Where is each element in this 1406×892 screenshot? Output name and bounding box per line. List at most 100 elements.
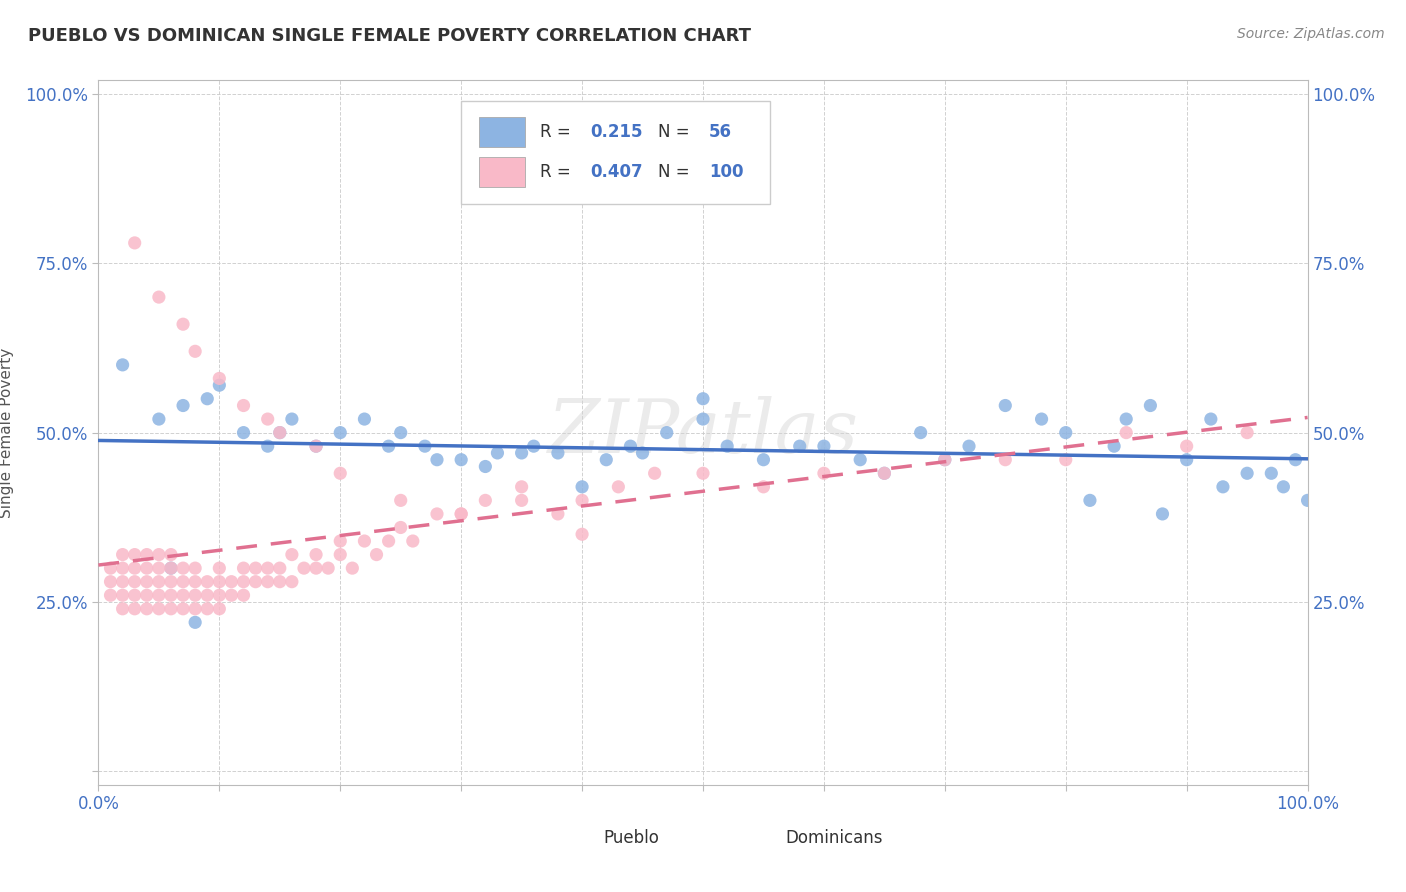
Point (135, 574, 157, 589)
Point (160, 602, 183, 616)
Point (474, 493, 496, 508)
Point (111, 602, 134, 616)
Point (329, 467, 352, 481)
Point (256, 561, 278, 575)
Text: Dominicans: Dominicans (785, 829, 883, 847)
Point (124, 602, 146, 616)
Point (752, 452, 775, 467)
Point (1284, 452, 1306, 467)
Point (994, 452, 1017, 467)
Point (1115, 412, 1137, 426)
Point (232, 561, 254, 575)
Point (184, 602, 207, 616)
Point (873, 467, 896, 481)
Point (172, 588, 194, 602)
Point (221, 588, 243, 602)
Point (184, 561, 207, 575)
Point (1175, 439, 1198, 453)
Point (1152, 507, 1174, 521)
Point (135, 561, 157, 575)
Point (124, 548, 146, 562)
Point (208, 574, 231, 589)
Point (607, 480, 630, 494)
Point (245, 574, 267, 589)
Text: Source: ZipAtlas.com: Source: ZipAtlas.com (1237, 27, 1385, 41)
Point (269, 425, 291, 440)
Point (100, 561, 122, 575)
Point (256, 574, 278, 589)
Point (172, 561, 194, 575)
Point (716, 439, 738, 453)
Point (208, 588, 231, 602)
Point (849, 452, 872, 467)
Point (160, 548, 183, 562)
Point (232, 588, 254, 602)
Point (148, 574, 170, 589)
FancyBboxPatch shape (461, 102, 769, 203)
Point (184, 344, 207, 359)
Point (1054, 425, 1077, 440)
Point (124, 574, 146, 589)
Text: R =: R = (540, 163, 576, 181)
Point (160, 561, 183, 575)
Point (172, 574, 194, 589)
Point (281, 548, 304, 562)
Point (389, 493, 412, 508)
Point (644, 467, 666, 481)
Point (329, 548, 352, 562)
Point (208, 602, 231, 616)
Point (245, 561, 267, 575)
Point (305, 561, 328, 575)
Point (813, 467, 835, 481)
Y-axis label: Single Female Poverty: Single Female Poverty (0, 348, 14, 517)
Point (353, 412, 375, 426)
Point (1031, 412, 1053, 426)
Point (221, 574, 243, 589)
Point (281, 574, 304, 589)
Point (195, 574, 218, 589)
Point (281, 412, 304, 426)
Point (474, 459, 496, 474)
Point (752, 480, 775, 494)
Point (135, 548, 157, 562)
Point (148, 290, 170, 304)
Point (329, 425, 352, 440)
Point (269, 561, 291, 575)
Point (160, 561, 183, 575)
Point (692, 392, 714, 406)
Point (510, 446, 533, 460)
Bar (479, 157, 526, 186)
Text: ZIPatlas: ZIPatlas (547, 396, 859, 469)
Text: R =: R = (540, 123, 576, 141)
Point (450, 507, 472, 521)
Point (813, 439, 835, 453)
Point (111, 358, 134, 372)
Point (195, 588, 218, 602)
Point (148, 588, 170, 602)
Point (305, 548, 328, 562)
Text: N =: N = (658, 163, 695, 181)
Point (510, 493, 533, 508)
Text: 0.215: 0.215 (591, 123, 643, 141)
Point (692, 412, 714, 426)
Point (426, 452, 449, 467)
Point (342, 561, 364, 575)
Point (305, 439, 328, 453)
Point (111, 548, 134, 562)
Point (547, 507, 569, 521)
Point (426, 507, 449, 521)
Text: 56: 56 (709, 123, 733, 141)
Point (208, 561, 231, 575)
Point (1296, 493, 1319, 508)
Point (184, 615, 207, 630)
Point (934, 452, 956, 467)
Point (172, 317, 194, 331)
Point (148, 602, 170, 616)
Point (1078, 493, 1101, 508)
Point (135, 588, 157, 602)
Point (366, 548, 388, 562)
Point (232, 574, 254, 589)
Point (1199, 412, 1222, 426)
Point (256, 412, 278, 426)
Bar (546, 822, 595, 854)
